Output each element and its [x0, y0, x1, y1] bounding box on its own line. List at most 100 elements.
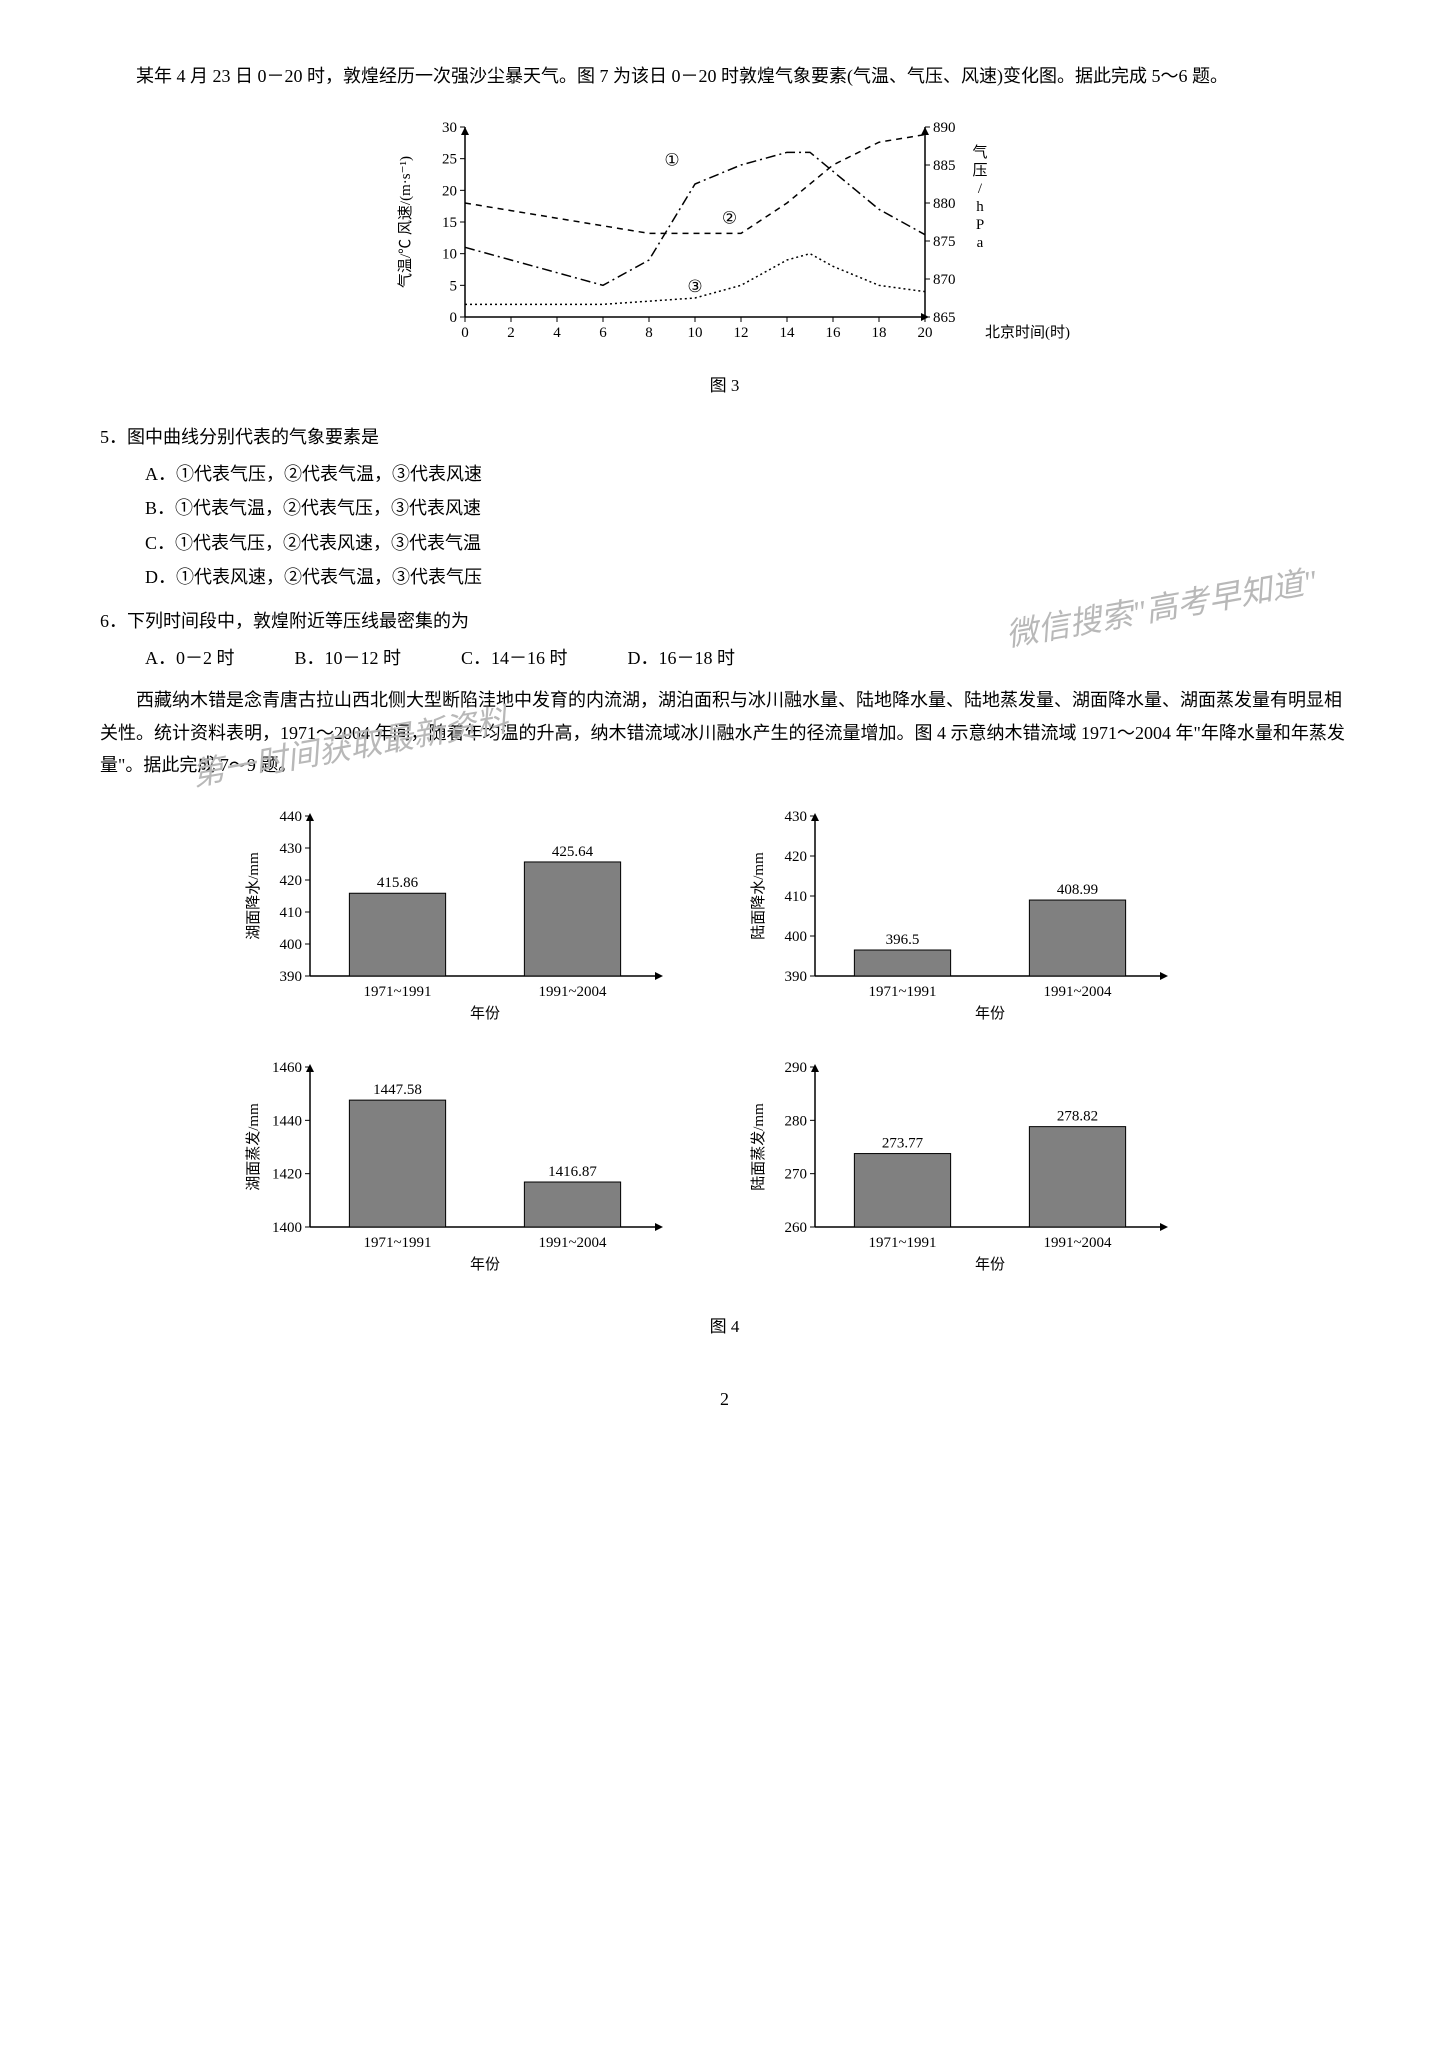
svg-text:880: 880 [933, 196, 956, 212]
svg-text:气温/℃ 风速/(m·s⁻¹): 气温/℃ 风速/(m·s⁻¹) [397, 156, 414, 288]
svg-text:420: 420 [784, 849, 807, 865]
svg-text:8: 8 [645, 325, 653, 341]
svg-text:/: / [977, 181, 982, 197]
svg-text:15: 15 [442, 215, 457, 231]
chart4-grid: 390 400 410 420 430 440 湖面降水/mm 415.86 1971~1991… [235, 801, 1215, 1292]
intro-2-text: 西藏纳木错是念青唐古拉山西北侧大型断陷洼地中发育的内流湖，湖泊面积与冰川融水量、… [100, 684, 1349, 781]
svg-text:1400: 1400 [272, 1220, 302, 1236]
svg-text:1460: 1460 [272, 1060, 302, 1076]
svg-text:年份: 年份 [469, 1005, 499, 1022]
svg-text:390: 390 [279, 969, 302, 985]
svg-text:0: 0 [461, 325, 469, 341]
question-5-options: A．①代表气压，②代表气温，③代表风速 B．①代表气温，②代表气压，③代表风速 … [145, 458, 1349, 594]
svg-text:1416.87: 1416.87 [548, 1164, 597, 1180]
svg-text:273.77: 273.77 [881, 1135, 923, 1151]
chart4-panel-2: 1400 1420 1440 1460 湖面蒸发/mm 1447.58 1971~1991 1… [235, 1052, 710, 1292]
svg-text:885: 885 [933, 158, 956, 174]
svg-text:1991~2004: 1991~2004 [1043, 1235, 1112, 1251]
question-6-options: A．0－2 时 B．10－12 时 C．14－16 时 D．16－18 时 [145, 642, 1349, 674]
svg-text:20: 20 [917, 325, 932, 341]
svg-text:1991~2004: 1991~2004 [1043, 984, 1112, 1000]
svg-text:30: 30 [442, 120, 457, 136]
intro-1-text: 某年 4 月 23 日 0－20 时，敦煌经历一次强沙尘暴天气。图 7 为该日 … [100, 60, 1349, 92]
svg-text:0: 0 [449, 310, 457, 326]
svg-text:1447.58: 1447.58 [373, 1082, 422, 1098]
svg-text:年份: 年份 [974, 1256, 1004, 1273]
svg-text:14: 14 [779, 325, 795, 341]
svg-text:270: 270 [784, 1166, 807, 1182]
svg-text:425.64: 425.64 [551, 844, 593, 860]
svg-text:420: 420 [279, 873, 302, 889]
svg-text:h: h [976, 199, 984, 215]
svg-text:压: 压 [972, 162, 987, 179]
svg-text:1971~1991: 1971~1991 [363, 1235, 431, 1251]
q6-option-a: A．0－2 时 [145, 642, 235, 674]
svg-text:1420: 1420 [272, 1166, 302, 1182]
svg-text:2: 2 [507, 325, 515, 341]
svg-text:430: 430 [279, 841, 302, 857]
svg-text:1440: 1440 [272, 1113, 302, 1129]
q6-option-d: D．16－18 时 [628, 642, 736, 674]
svg-text:4: 4 [553, 325, 561, 341]
svg-text:10: 10 [687, 325, 702, 341]
svg-text:440: 440 [279, 809, 302, 825]
svg-text:①: ① [664, 151, 679, 170]
svg-text:290: 290 [784, 1060, 807, 1076]
page-number: 2 [100, 1383, 1349, 1415]
svg-text:12: 12 [733, 325, 748, 341]
svg-text:5: 5 [449, 279, 457, 295]
svg-text:6: 6 [599, 325, 607, 341]
svg-text:390: 390 [784, 969, 807, 985]
svg-text:北京时间(时): 北京时间(时) [985, 324, 1070, 341]
svg-text:年份: 年份 [469, 1256, 499, 1273]
svg-text:278.82: 278.82 [1056, 1108, 1097, 1124]
q5-option-b: B．①代表气温，②代表气压，③代表风速 [145, 492, 1349, 524]
svg-text:410: 410 [784, 889, 807, 905]
question-5-stem: 5．图中曲线分别代表的气象要素是 [100, 421, 1349, 453]
svg-text:18: 18 [871, 325, 886, 341]
svg-text:湖面蒸发/mm: 湖面蒸发/mm [245, 1103, 262, 1191]
chart4-panel-0: 390 400 410 420 430 440 湖面降水/mm 415.86 1971~1991… [235, 801, 710, 1041]
svg-text:年份: 年份 [974, 1005, 1004, 1022]
chart4-panel-3: 260270280290陆面蒸发/mm273.771971~1991278.82… [740, 1052, 1215, 1292]
chart4-caption: 图 4 [100, 1312, 1349, 1343]
q5-option-c: C．①代表气压，②代表风速，③代表气温 [145, 527, 1349, 559]
chart4-panel-1: 390 400 410 420 430 陆面降水/mm 396.5 1971~1991 408.… [740, 801, 1215, 1041]
q5-option-a: A．①代表气压，②代表气温，③代表风速 [145, 458, 1349, 490]
svg-text:a: a [976, 235, 983, 251]
svg-text:湖面降水/mm: 湖面降水/mm [245, 852, 262, 940]
svg-text:410: 410 [279, 905, 302, 921]
svg-text:1991~2004: 1991~2004 [538, 1235, 607, 1251]
svg-text:400: 400 [279, 937, 302, 953]
svg-text:260: 260 [784, 1220, 807, 1236]
svg-text:415.86: 415.86 [376, 876, 418, 892]
svg-text:875: 875 [933, 234, 956, 250]
svg-text:870: 870 [933, 272, 956, 288]
svg-text:865: 865 [933, 310, 956, 326]
question-6-stem: 6．下列时间段中，敦煌附近等压线最密集的为 [100, 605, 1349, 637]
q5-option-d: D．①代表风速，②代表气温，③代表气压 [145, 561, 1349, 593]
chart3-svg: 0246810121416182005101520253086587087588… [365, 112, 1085, 352]
svg-text:③: ③ [687, 277, 702, 296]
svg-text:1971~1991: 1971~1991 [868, 1235, 936, 1251]
svg-text:1991~2004: 1991~2004 [538, 984, 607, 1000]
chart3-container: 0246810121416182005101520253086587087588… [100, 112, 1349, 401]
svg-text:408.99: 408.99 [1056, 882, 1097, 898]
svg-text:②: ② [721, 209, 736, 228]
svg-text:陆面蒸发/mm: 陆面蒸发/mm [750, 1103, 767, 1191]
svg-text:25: 25 [442, 152, 457, 168]
svg-text:890: 890 [933, 120, 956, 136]
q6-option-c: C．14－16 时 [461, 642, 568, 674]
chart3-caption: 图 3 [365, 371, 1085, 402]
svg-text:430: 430 [784, 809, 807, 825]
svg-text:396.5: 396.5 [885, 932, 919, 948]
svg-text:10: 10 [442, 247, 457, 263]
q6-option-b: B．10－12 时 [295, 642, 402, 674]
svg-text:1971~1991: 1971~1991 [868, 984, 936, 1000]
svg-text:气: 气 [972, 144, 987, 161]
svg-text:陆面降水/mm: 陆面降水/mm [750, 852, 767, 940]
svg-text:P: P [975, 217, 983, 233]
svg-text:16: 16 [825, 325, 841, 341]
svg-text:1971~1991: 1971~1991 [363, 984, 431, 1000]
svg-text:400: 400 [784, 929, 807, 945]
